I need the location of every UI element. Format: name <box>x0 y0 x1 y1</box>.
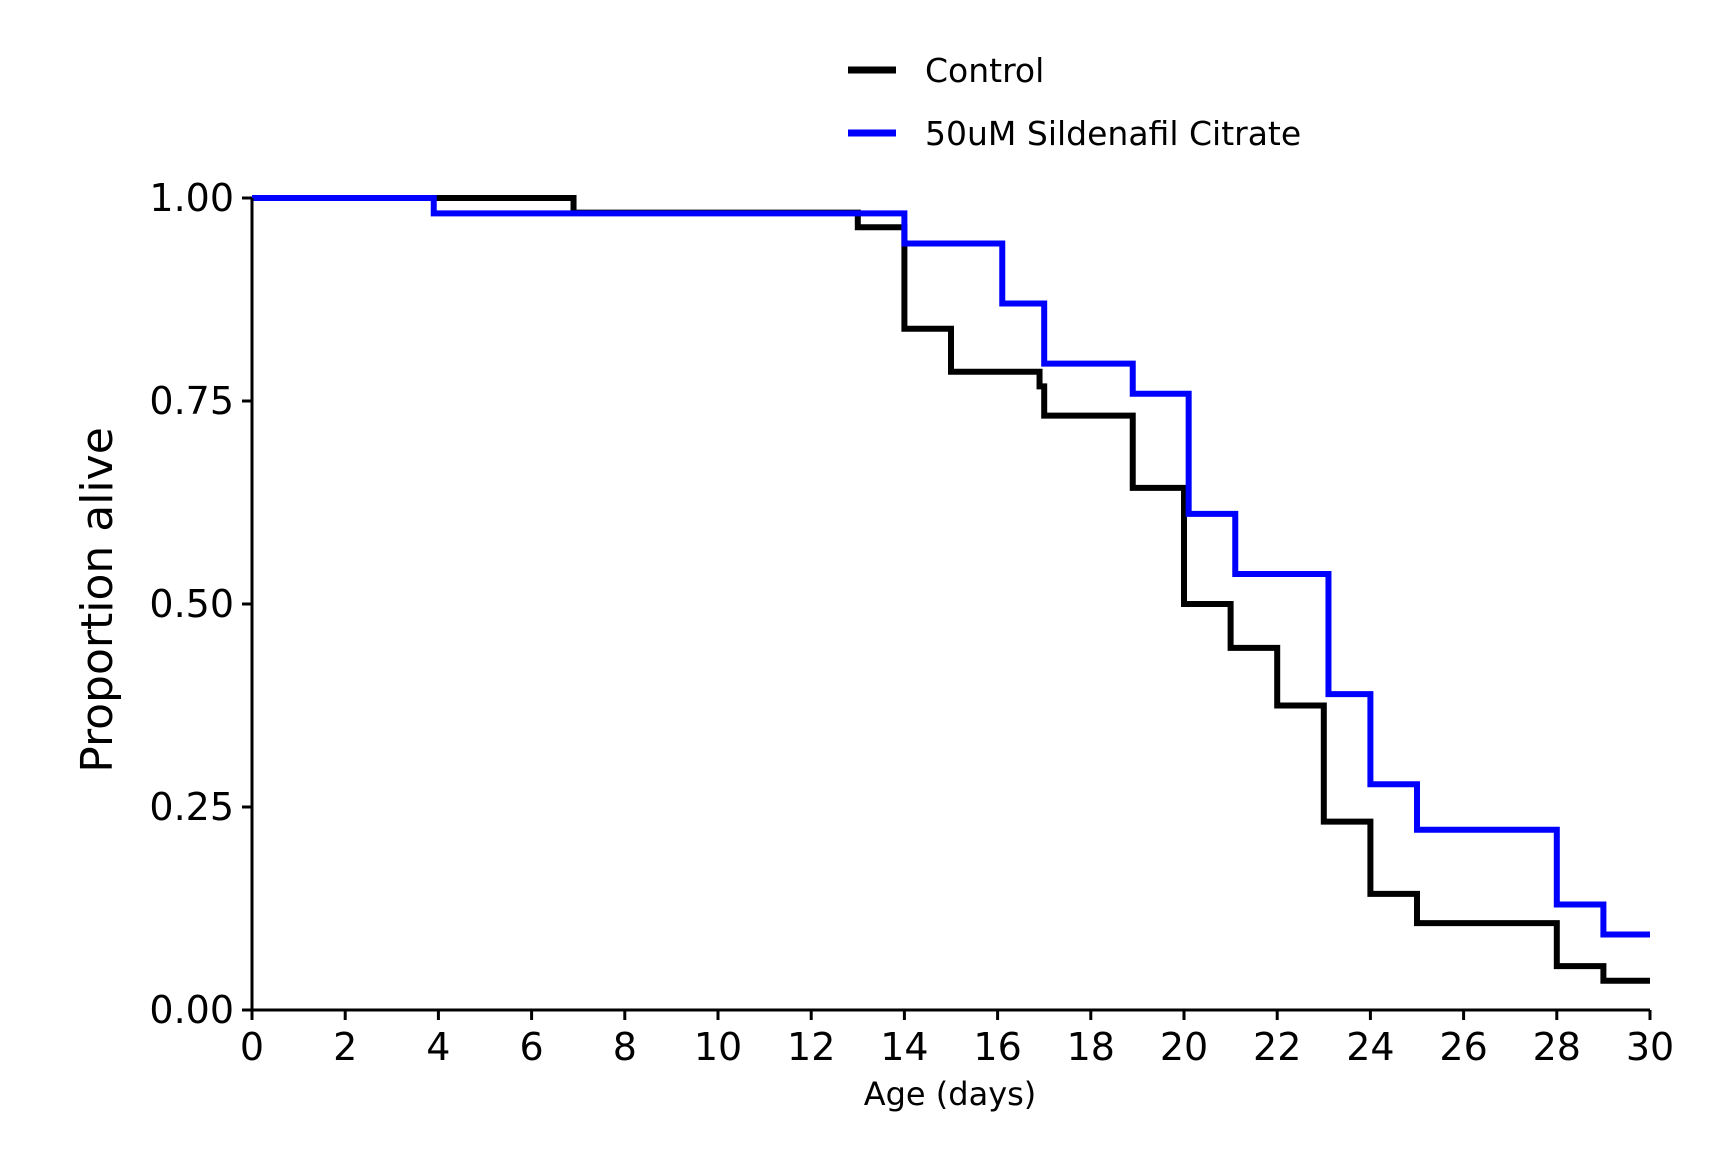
y-axis-title: Proportion alive <box>72 427 123 773</box>
y-tick-label: 0.75 <box>149 379 234 423</box>
legend-label-2: 50uM Sildenafil Citrate <box>925 114 1301 153</box>
x-tick-label: 26 <box>1439 1025 1487 1069</box>
x-axis-title: Age (days) <box>864 1075 1037 1113</box>
x-tick-label: 22 <box>1253 1025 1301 1069</box>
y-tick-label: 0.25 <box>149 785 234 829</box>
axes-layer: 0 2 4 6 8 10 12 14 16 18 20 22 24 26 28 300.000.250.500… <box>149 176 1674 1069</box>
x-tick-label: 10 <box>694 1025 742 1069</box>
x-tick-label: 4 <box>426 1025 450 1069</box>
x-tick-label: 2 <box>333 1025 357 1069</box>
y-tick-label: 1.00 <box>149 176 234 220</box>
x-tick-label: 24 <box>1346 1025 1394 1069</box>
x-tick-label: 18 <box>1067 1025 1115 1069</box>
x-tick-label: 0 <box>240 1025 264 1069</box>
x-tick-label: 6 <box>520 1025 544 1069</box>
x-tick-label: 28 <box>1533 1025 1581 1069</box>
x-tick-label: 20 <box>1160 1025 1208 1069</box>
x-tick-label: 14 <box>880 1025 928 1069</box>
x-tick-label: 16 <box>973 1025 1021 1069</box>
y-tick-label: 0.00 <box>149 988 234 1032</box>
series-line-2 <box>252 195 1650 938</box>
x-tick-label: 8 <box>613 1025 637 1069</box>
x-tick-label: 30 <box>1626 1025 1674 1069</box>
legend: Control 50uM Sildenafil Citrate <box>848 51 1301 153</box>
legend-label-1: Control <box>925 51 1044 90</box>
x-tick-label: 12 <box>787 1025 835 1069</box>
y-tick-label: 0.50 <box>149 582 234 626</box>
series-line-1 <box>252 195 1650 984</box>
series-layer <box>252 195 1650 984</box>
